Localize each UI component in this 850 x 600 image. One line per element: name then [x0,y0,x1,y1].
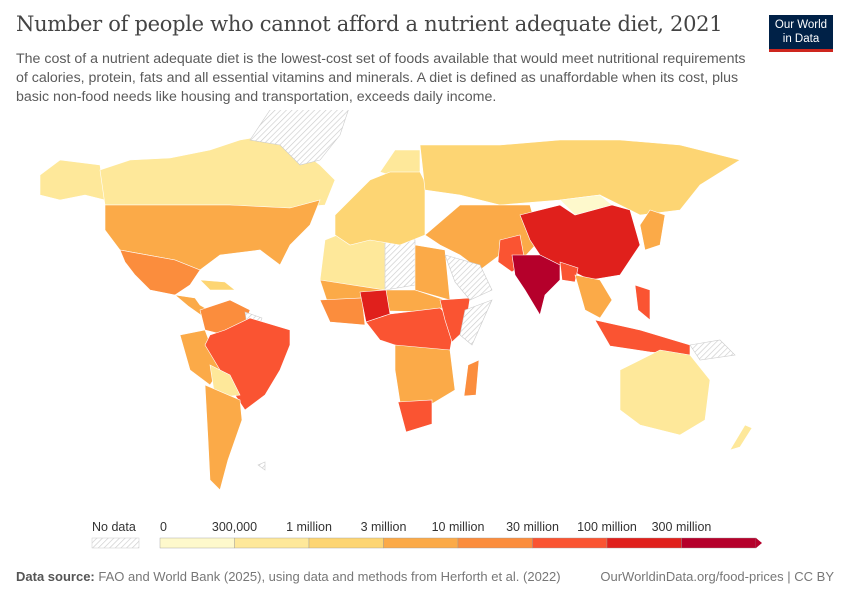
region-india[interactable] [511,254,561,316]
region-europe[interactable] [334,171,426,246]
region-west-africa[interactable] [319,297,366,326]
region-argentina-chile[interactable] [204,384,243,491]
region-arabia[interactable] [444,254,493,301]
legend-threshold-label: 0 [160,520,167,534]
region-southeast-asia[interactable] [574,274,613,319]
region-alaska[interactable] [39,159,106,201]
region-new-zealand[interactable] [729,424,753,451]
legend-bin-swatch[interactable] [159,537,235,549]
owid-logo[interactable]: Our World in Data [769,15,833,52]
legend-bin-swatch[interactable] [457,537,533,549]
page-subtitle: The cost of a nutrient adequate diet is … [16,51,746,105]
legend-no-data-label: No data [92,520,136,534]
region-philippines[interactable] [634,284,651,321]
region-greenland[interactable] [249,110,350,166]
region-china[interactable] [519,204,641,281]
legend-threshold-label: 30 million [506,520,559,534]
region-somalia[interactable] [459,299,493,346]
legend-threshold-label: 1 million [286,520,332,534]
legend-threshold-label: 10 million [432,520,485,534]
legend-bin-swatch[interactable] [308,537,384,549]
legend-bin-swatch[interactable] [532,537,608,549]
source-url-license[interactable]: OurWorldinData.org/food-prices | CC BY [600,569,834,584]
region-russia[interactable] [419,139,741,216]
legend-no-data-swatch [91,537,140,549]
region-japan-korea[interactable] [639,209,666,251]
legend-open-end-arrow [756,538,762,548]
region-antarctic-islands[interactable] [257,461,266,471]
data-source: Data source: FAO and World Bank (2025), … [16,569,561,584]
region-madagascar[interactable] [463,359,480,397]
legend-threshold-label: 100 million [577,520,637,534]
region-indonesia[interactable] [594,319,691,357]
region-brazil[interactable] [204,317,291,411]
legend-bin-swatch[interactable] [606,537,682,549]
region-bolivia-paraguay[interactable] [209,364,241,399]
region-australia[interactable] [619,349,711,436]
region-south-africa[interactable] [397,399,433,433]
legend-bin-swatch[interactable] [234,537,310,549]
region-bangladesh-nepal[interactable] [559,261,579,283]
world-map [39,110,753,491]
legend-threshold-label: 3 million [361,520,407,534]
legend-threshold-label: 300 million [652,520,712,534]
page-title: Number of people who cannot afford a nut… [16,12,723,36]
legend-threshold-label: 300,000 [212,520,257,534]
legend-bin-swatch[interactable] [681,537,757,549]
region-caribbean[interactable] [199,279,236,291]
region-southern-africa[interactable] [394,344,456,406]
data-source-text: FAO and World Bank (2025), using data an… [98,569,561,584]
map-legend: No data 0 300,000 1 million 3 million 10 mil… [91,520,762,549]
legend-bin-swatch[interactable] [383,537,459,549]
data-source-label: Data source: [16,569,95,584]
logo-text: Our World in Data [774,19,828,45]
region-papua[interactable] [689,339,736,361]
